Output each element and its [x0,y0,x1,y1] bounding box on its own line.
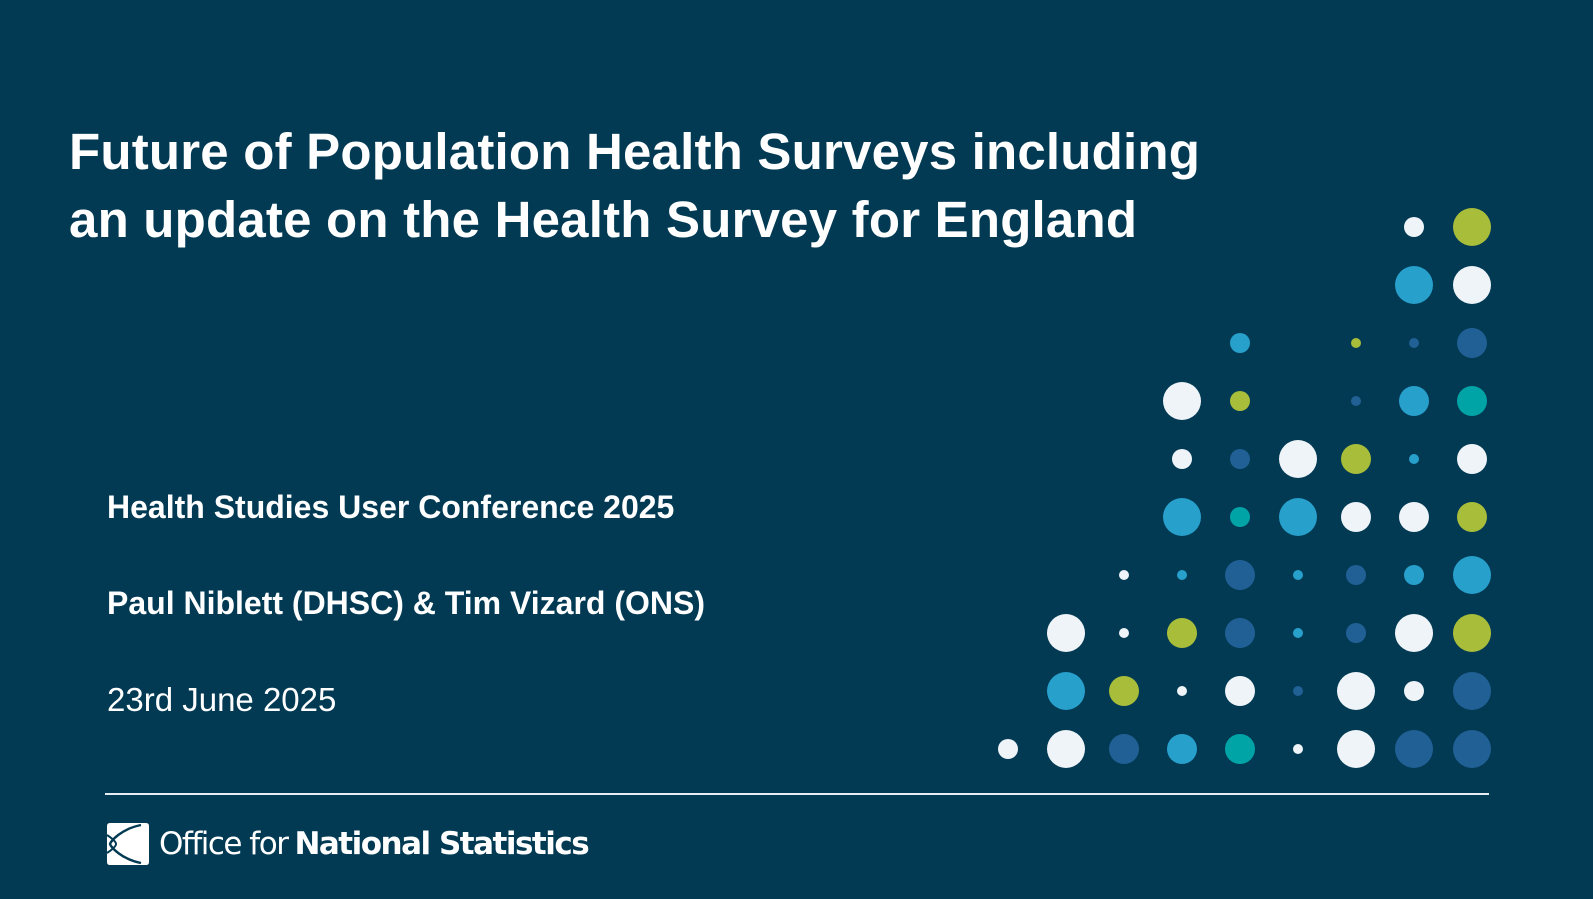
dot-navy-xs [1409,338,1419,348]
dot-blue-L [1279,498,1317,536]
dot-blue-xs [1409,454,1419,464]
dot-white-xs [1177,686,1187,696]
dot-lime-s [1230,391,1250,411]
dot-white-M [1399,502,1429,532]
dot-white-M [1341,502,1371,532]
ons-logo: Office for National Statistics [107,822,590,866]
dot-white-L [1453,266,1491,304]
dot-white-L [1163,382,1201,420]
dot-teal-M [1457,386,1487,416]
dot-navy-M [1109,734,1139,764]
dot-white-L [1047,730,1085,768]
dot-white-xs [1119,570,1129,580]
dot-white-L [1337,672,1375,710]
dot-white-s [1404,681,1424,701]
dot-teal-s [1230,507,1250,527]
dot-lime-M [1457,502,1487,532]
dot-navy-M [1457,328,1487,358]
ons-logo-icon [107,823,149,865]
dot-white-xs [1119,628,1129,638]
dot-blue-xs [1177,570,1187,580]
ons-logo-text: Office for National Statistics [159,826,590,862]
dot-white-s [1404,217,1424,237]
slide-title-line-1: Future of Population Health Surveys incl… [69,123,1201,180]
dot-blue-L [1047,672,1085,710]
dot-blue-M [1167,734,1197,764]
slide-title: Future of Population Health Surveys incl… [69,118,1389,254]
dot-blue-L [1163,498,1201,536]
dot-navy-L [1453,730,1491,768]
dot-white-xs [1293,744,1303,754]
dot-navy-s [1346,565,1366,585]
slide-title-line-2: an update on the Health Survey for Engla… [69,191,1138,248]
dot-lime-M [1341,444,1371,474]
dot-lime-M [1167,618,1197,648]
dot-white-L [1395,614,1433,652]
dot-blue-s [1404,565,1424,585]
dot-blue-L [1395,266,1433,304]
dot-white-M [1457,444,1487,474]
conference-name: Health Studies User Conference 2025 [107,489,675,525]
dot-white-L [1047,614,1085,652]
dot-navy-s [1346,623,1366,643]
dot-white-s [1172,449,1192,469]
dot-blue-xs [1293,570,1303,580]
dot-navy-M [1225,618,1255,648]
dot-navy-xs [1351,396,1361,406]
dot-navy-xs [1293,686,1303,696]
dot-navy-L [1453,672,1491,710]
dot-white-L [1279,440,1317,478]
presentation-date: 23rd June 2025 [107,681,337,718]
dot-navy-M [1225,560,1255,590]
dot-white-M [1225,676,1255,706]
dot-navy-s [1230,449,1250,469]
dot-lime-xs [1351,338,1361,348]
dot-blue-s [1230,333,1250,353]
dot-blue-M [1399,386,1429,416]
footer-divider [105,793,1489,795]
dot-lime-M [1109,676,1139,706]
dot-lime-L [1453,208,1491,246]
dot-blue-L [1453,556,1491,594]
presenters: Paul Niblett (DHSC) & Tim Vizard (ONS) [107,585,705,621]
dot-blue-xs [1293,628,1303,638]
dot-lime-L [1453,614,1491,652]
dot-navy-L [1395,730,1433,768]
dot-teal-M [1225,734,1255,764]
dot-white-s [998,739,1018,759]
dot-white-L [1337,730,1375,768]
